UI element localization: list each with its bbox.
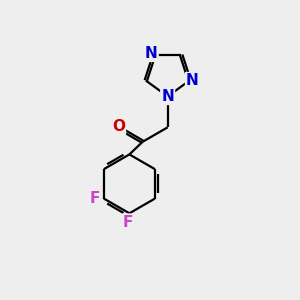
Text: F: F [89, 191, 100, 206]
Text: N: N [161, 89, 174, 104]
Text: F: F [123, 214, 133, 230]
Text: O: O [112, 119, 125, 134]
Text: N: N [145, 46, 158, 61]
Text: N: N [186, 73, 199, 88]
